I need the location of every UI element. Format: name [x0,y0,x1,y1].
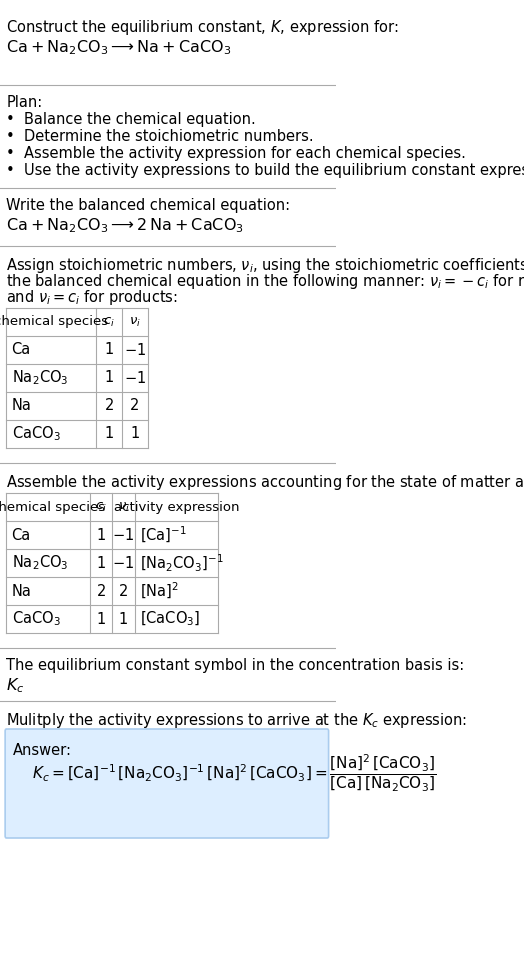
Text: $K_c = [\mathrm{Ca}]^{-1}\,[\mathrm{Na_2CO_3}]^{-1}\,[\mathrm{Na}]^2\,[\mathrm{C: $K_c = [\mathrm{Ca}]^{-1}\,[\mathrm{Na_2… [32,753,436,794]
Text: Na: Na [12,584,31,599]
Text: $-1$: $-1$ [124,370,146,386]
Text: •  Balance the chemical equation.: • Balance the chemical equation. [6,112,256,127]
Text: $\mathrm{CaCO_3}$: $\mathrm{CaCO_3}$ [12,425,60,443]
Text: $\mathrm{Ca + Na_2CO_3 \longrightarrow Na + CaCO_3}$: $\mathrm{Ca + Na_2CO_3 \longrightarrow N… [6,38,232,56]
Text: Na: Na [12,398,31,414]
Text: $[\mathrm{Na_2CO_3}]^{-1}$: $[\mathrm{Na_2CO_3}]^{-1}$ [140,552,223,574]
Text: $\nu_i$: $\nu_i$ [117,500,129,514]
Text: $K_c$: $K_c$ [6,676,25,694]
Text: Ca: Ca [12,527,31,542]
Text: $-1$: $-1$ [124,342,146,358]
Text: Ca: Ca [12,343,31,357]
Text: 1: 1 [130,427,139,441]
Text: Write the balanced chemical equation:: Write the balanced chemical equation: [6,198,290,213]
Text: activity expression: activity expression [114,500,239,514]
FancyBboxPatch shape [5,729,329,838]
Text: •  Assemble the activity expression for each chemical species.: • Assemble the activity expression for e… [6,146,466,161]
Text: chemical species: chemical species [0,500,105,514]
Text: and $\nu_i = c_i$ for products:: and $\nu_i = c_i$ for products: [6,288,178,307]
Text: $c_i$: $c_i$ [103,315,115,329]
Text: $\mathrm{CaCO_3}$: $\mathrm{CaCO_3}$ [12,609,60,628]
Text: 2: 2 [96,584,106,599]
Text: $-1$: $-1$ [113,555,135,571]
Text: $[\mathrm{Na}]^2$: $[\mathrm{Na}]^2$ [140,581,179,601]
Text: Answer:: Answer: [13,743,72,758]
Text: chemical species: chemical species [0,315,108,329]
Text: $\mathrm{Ca + Na_2CO_3 \longrightarrow 2\,Na + CaCO_3}$: $\mathrm{Ca + Na_2CO_3 \longrightarrow 2… [6,216,244,235]
Text: 1: 1 [104,371,114,386]
Text: $-1$: $-1$ [113,527,135,543]
Text: 2: 2 [104,398,114,414]
Text: •  Determine the stoichiometric numbers.: • Determine the stoichiometric numbers. [6,129,314,144]
Text: 2: 2 [130,398,139,414]
Text: $[\mathrm{CaCO_3}]$: $[\mathrm{CaCO_3}]$ [140,610,200,628]
Text: Assemble the activity expressions accounting for the state of matter and $\nu_i$: Assemble the activity expressions accoun… [6,473,524,492]
Text: 1: 1 [96,611,106,626]
Text: $c_i$: $c_i$ [95,500,107,514]
Text: 1: 1 [104,343,114,357]
Text: 1: 1 [96,527,106,542]
Text: $\mathrm{Na_2CO_3}$: $\mathrm{Na_2CO_3}$ [12,554,68,572]
Text: 1: 1 [104,427,114,441]
Text: Construct the equilibrium constant, $K$, expression for:: Construct the equilibrium constant, $K$,… [6,18,399,37]
Text: Plan:: Plan: [6,95,42,110]
Text: Mulitply the activity expressions to arrive at the $K_c$ expression:: Mulitply the activity expressions to arr… [6,711,467,730]
Text: •  Use the activity expressions to build the equilibrium constant expression.: • Use the activity expressions to build … [6,163,524,178]
Text: 1: 1 [119,611,128,626]
Text: 2: 2 [119,584,128,599]
Text: $\mathrm{Na_2CO_3}$: $\mathrm{Na_2CO_3}$ [12,369,68,388]
Text: The equilibrium constant symbol in the concentration basis is:: The equilibrium constant symbol in the c… [6,658,465,673]
Text: $[\mathrm{Ca}]^{-1}$: $[\mathrm{Ca}]^{-1}$ [140,525,187,545]
Text: Assign stoichiometric numbers, $\nu_i$, using the stoichiometric coefficients, $: Assign stoichiometric numbers, $\nu_i$, … [6,256,524,275]
Text: $\nu_i$: $\nu_i$ [129,315,141,329]
Text: 1: 1 [96,556,106,570]
Text: the balanced chemical equation in the following manner: $\nu_i = -c_i$ for react: the balanced chemical equation in the fo… [6,272,524,291]
